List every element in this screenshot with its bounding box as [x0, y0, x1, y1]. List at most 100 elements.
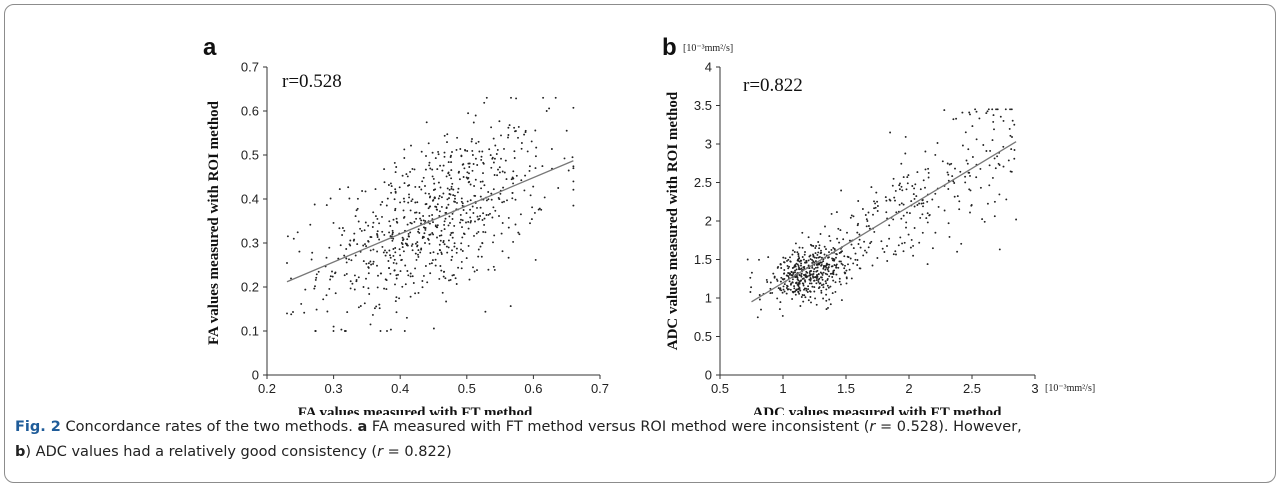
- panel-b-data-point: [792, 290, 795, 293]
- panel-a-data-point: [385, 204, 388, 207]
- panel-b-x-tick-label: 3: [1031, 381, 1038, 396]
- panel-a-data-point: [438, 214, 441, 217]
- panel-a-data-point: [461, 226, 463, 229]
- panel-a-data-point: [433, 182, 436, 185]
- panel-a-data-point: [363, 229, 366, 232]
- panel-b-data-point: [840, 299, 843, 302]
- panel-a-data-point: [296, 231, 299, 234]
- panel-a-data-point: [473, 234, 475, 237]
- panel-a-data-point: [414, 242, 417, 245]
- panel-b-data-point: [856, 264, 859, 266]
- panel-a-data-point: [418, 212, 421, 214]
- panel-a-data-point: [425, 155, 427, 157]
- panel-a-y-tick-label: 0.1: [241, 324, 259, 339]
- panel-a-data-point: [354, 215, 357, 218]
- panel-a-data-point: [427, 237, 429, 240]
- panel-a-data-point: [414, 211, 416, 214]
- panel-a-data-point: [520, 142, 523, 144]
- panel-a-data-point: [467, 112, 470, 115]
- panel-b-points: [746, 108, 1018, 319]
- panel-a-data-point: [423, 232, 426, 235]
- panel-a-data-point: [487, 191, 490, 193]
- panel-a-data-point: [468, 162, 471, 165]
- panel-a-data-point: [315, 273, 318, 276]
- panel-b-data-point: [894, 189, 897, 192]
- panel-a-data-point: [456, 191, 459, 194]
- panel-b-data-point: [906, 211, 908, 214]
- panel-a-data-point: [383, 233, 386, 236]
- panel-b-data-point: [892, 253, 895, 256]
- panel-a-data-point: [474, 114, 477, 117]
- panel-b-data-point: [795, 268, 798, 271]
- panel-a-data-point: [455, 247, 458, 250]
- panel-a-data-point: [481, 219, 484, 221]
- panel-a-data-point: [501, 201, 504, 204]
- panel-a-data-point: [409, 275, 412, 278]
- panel-b-data-point: [846, 231, 848, 234]
- panel-a-data-point: [460, 242, 463, 245]
- panel-a-data-point: [445, 245, 448, 248]
- panel-b-data-point: [898, 188, 901, 191]
- panel-a-data-point: [482, 212, 485, 215]
- panel-a-data-point: [517, 231, 520, 234]
- panel-b-data-point: [835, 253, 838, 256]
- panel-a-data-point: [348, 197, 351, 200]
- panel-a-data-point: [498, 215, 500, 217]
- panel-b-data-point: [820, 249, 822, 252]
- panel-b-data-point: [830, 265, 833, 268]
- panel-a-data-point: [462, 163, 465, 166]
- panel-b-data-point: [803, 294, 806, 297]
- panel-b-data-point: [781, 314, 784, 317]
- panel-b-data-point: [927, 167, 930, 170]
- panel-a-data-point: [362, 286, 365, 288]
- panel-a-data-point: [438, 195, 441, 197]
- panel-b-data-point: [833, 248, 836, 251]
- panel-b-data-point: [798, 260, 801, 263]
- panel-a-data-point: [351, 282, 354, 285]
- panel-a-data-point: [448, 188, 451, 191]
- panel-a-data-point: [378, 238, 381, 241]
- panel-b-y-tick-label: 0.5: [694, 329, 712, 344]
- panel-b-data-point: [783, 269, 786, 271]
- panel-a-data-point: [363, 302, 366, 305]
- panel-b-data-point: [921, 231, 924, 234]
- panel-a-data-point: [332, 330, 335, 332]
- panel-a-data-point: [477, 230, 480, 233]
- panel-b-data-point: [875, 191, 878, 194]
- panel-a-data-point: [367, 224, 370, 227]
- panel-a-data-point: [557, 187, 560, 189]
- panel-b-data-point: [788, 265, 791, 268]
- panel-a-data-point: [384, 249, 386, 252]
- panel-b-data-point: [934, 153, 937, 156]
- panel-a-data-point: [469, 216, 472, 219]
- panel-a-data-point: [518, 233, 521, 236]
- panel-b-data-point: [993, 215, 996, 218]
- panel-b-data-point: [809, 254, 812, 257]
- panel-a-data-point: [471, 149, 474, 152]
- panel-a-data-point: [572, 188, 575, 191]
- panel-a-data-point: [353, 274, 356, 277]
- panel-b-data-point: [771, 291, 774, 294]
- panel-a-data-point: [458, 178, 461, 181]
- panel-a-data-point: [515, 97, 518, 100]
- panel-a-data-point: [385, 251, 388, 254]
- panel-a-data-point: [571, 156, 574, 159]
- panel-b-data-point: [971, 125, 974, 128]
- panel-a-data-point: [449, 278, 452, 281]
- panel-a-data-point: [452, 188, 455, 191]
- panel-a-data-point: [437, 150, 440, 153]
- panel-a-data-point: [493, 268, 496, 271]
- panel-b-data-point: [880, 240, 883, 243]
- panel-a-data-point: [369, 260, 372, 263]
- panel-a-data-point: [445, 175, 448, 178]
- panel-a-data-point: [395, 262, 398, 265]
- panel-b-data-point: [830, 212, 833, 215]
- panel-b-data-point: [947, 222, 950, 225]
- panel-a-data-point: [369, 323, 372, 326]
- panel-b-data-point: [993, 157, 996, 160]
- panel-a-data-point: [376, 250, 379, 253]
- panel-b-data-point: [947, 188, 950, 190]
- panel-b-data-point: [913, 187, 916, 190]
- panel-b-data-point: [831, 292, 834, 295]
- panel-b-data-point: [822, 271, 825, 274]
